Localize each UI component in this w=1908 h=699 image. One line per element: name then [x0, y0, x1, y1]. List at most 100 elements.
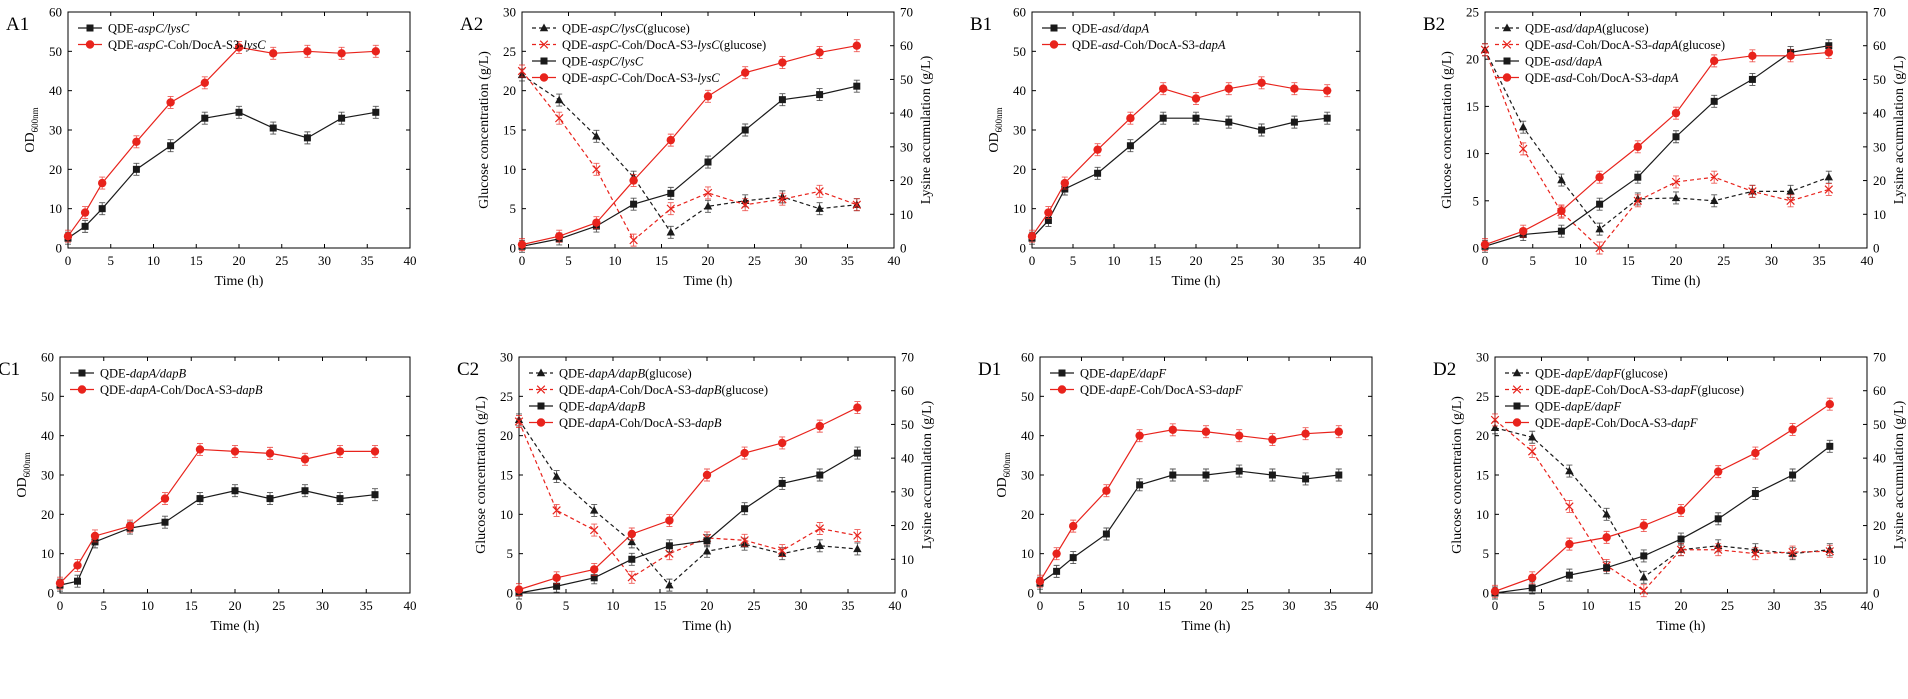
data-point — [555, 95, 564, 104]
legend-marker — [85, 40, 95, 49]
data-point — [1676, 506, 1686, 515]
data-point — [815, 524, 825, 533]
data-point — [778, 195, 787, 204]
y-tick-label: 5 — [1483, 546, 1490, 561]
data-point — [553, 582, 561, 590]
series-2 — [1480, 43, 1834, 255]
series-2 — [55, 442, 380, 590]
data-point — [1824, 48, 1834, 57]
data-point — [1596, 200, 1604, 208]
y-right-tick-label: 30 — [901, 484, 914, 499]
x-axis-label: Time (h) — [1657, 619, 1706, 634]
data-point — [704, 158, 712, 166]
data-point — [741, 505, 749, 513]
series-line — [67, 111, 376, 239]
legend-label-part: dapB — [695, 383, 722, 397]
data-point — [1480, 45, 1490, 54]
y-axis-label-main: OD — [987, 132, 1002, 152]
data-point — [1044, 216, 1052, 224]
legend-label-part: aspC — [138, 38, 164, 52]
chart-a2: 0 5 10 15 20 25 30 35 40051015202530010203040506… — [460, 5, 934, 290]
data-point — [1751, 490, 1759, 498]
chart-d1: 0 5 10 15 20 25 30 35 40 0 10 20 30 40 50 60 Time (h) OD6… — [978, 350, 1379, 635]
data-point — [1677, 535, 1685, 543]
data-point — [1519, 226, 1528, 236]
legend-label-part: QDE- — [1525, 38, 1555, 52]
data-point — [1671, 193, 1681, 202]
x-tick-label: 40 — [1861, 253, 1874, 268]
legend-label: QDE-dapA/dapB — [100, 367, 186, 381]
legend-label-part: aspC/lysC — [592, 22, 644, 36]
x-tick-label: 30 — [1768, 598, 1781, 613]
x-tick-label: 0 — [1029, 253, 1036, 268]
series-line — [1031, 117, 1328, 239]
legend-label-part: (glucose) — [643, 22, 690, 36]
legend-label-part: dapA — [589, 383, 616, 397]
x-axis-label: Time (h) — [215, 274, 264, 289]
legend-label-part: dapA — [1652, 38, 1679, 52]
legend-marker — [77, 385, 87, 394]
x-tick-label: 35 — [360, 598, 373, 613]
legend-label-part: QDE- — [1535, 400, 1565, 414]
data-point — [1709, 172, 1719, 182]
legend-label-part: -Coh/DocA-S3- — [1572, 38, 1652, 52]
x-tick-label: 0 — [65, 253, 72, 268]
y-right-tick-label: 30 — [1873, 484, 1886, 499]
data-point — [628, 555, 636, 563]
data-point — [1159, 84, 1168, 93]
data-point — [816, 471, 824, 479]
data-point — [1639, 521, 1649, 530]
y-right-tick-label: 20 — [1873, 518, 1886, 533]
y-tick-label: 20 — [1013, 162, 1026, 177]
y-tick-label: 60 — [41, 350, 54, 365]
data-point — [166, 98, 175, 107]
y-tick-label: 25 — [500, 389, 513, 404]
legend-label-part: -Coh/DocA-S3- — [615, 383, 695, 397]
data-point — [132, 137, 141, 146]
data-point — [853, 82, 861, 90]
x-tick-label: 15 — [1158, 598, 1171, 613]
series-line — [1484, 45, 1829, 247]
series-1 — [514, 413, 862, 592]
data-point — [815, 204, 824, 212]
y-right-tick-label: 40 — [901, 451, 914, 466]
series-3 — [1491, 439, 1834, 600]
legend-label-part: asd — [1102, 38, 1120, 52]
x-tick-label: 30 — [1272, 253, 1285, 268]
x-tick-label: 10 — [141, 598, 154, 613]
legend-label-part: QDE- — [1535, 416, 1565, 430]
legend-label-part: -Coh/DocA-S3- — [1591, 416, 1671, 430]
data-point — [666, 204, 676, 213]
series-line — [1039, 429, 1339, 582]
data-point — [1225, 118, 1233, 126]
data-point — [1788, 425, 1797, 434]
data-point — [1518, 144, 1528, 154]
data-point — [1268, 435, 1277, 444]
legend-marker — [1049, 40, 1059, 49]
y-tick-label: 10 — [49, 201, 62, 216]
data-point — [852, 200, 862, 209]
panel-label: B1 — [970, 14, 992, 35]
data-point — [1126, 114, 1135, 123]
data-point — [1671, 177, 1681, 187]
y-axis-label: Glucose concentration (g/L) — [474, 396, 489, 554]
legend-label: QDE-asd/dapA(glucose) — [1525, 22, 1649, 36]
series-2 — [1027, 76, 1332, 243]
data-point — [370, 447, 380, 456]
x-tick-label: 15 — [190, 253, 203, 268]
legend-marker — [536, 418, 546, 427]
data-point — [1676, 545, 1686, 554]
legend-label: QDE-dapE-Coh/DocA-S3-dapF(glucose) — [1535, 383, 1744, 397]
data-point — [1126, 142, 1134, 150]
data-point — [1788, 547, 1797, 557]
legend-label-part: QDE- — [562, 38, 592, 52]
data-point — [740, 448, 749, 458]
legend-label-part: -Coh/DocA-S3- — [618, 38, 698, 52]
data-point — [1824, 185, 1834, 194]
data-point — [589, 525, 599, 535]
y-axis-label: Glucose concentration (g/L) — [1440, 51, 1455, 209]
legend-label-part: QDE- — [1080, 367, 1110, 381]
data-point — [1027, 232, 1037, 241]
data-point — [1528, 584, 1536, 592]
data-point — [853, 531, 862, 540]
